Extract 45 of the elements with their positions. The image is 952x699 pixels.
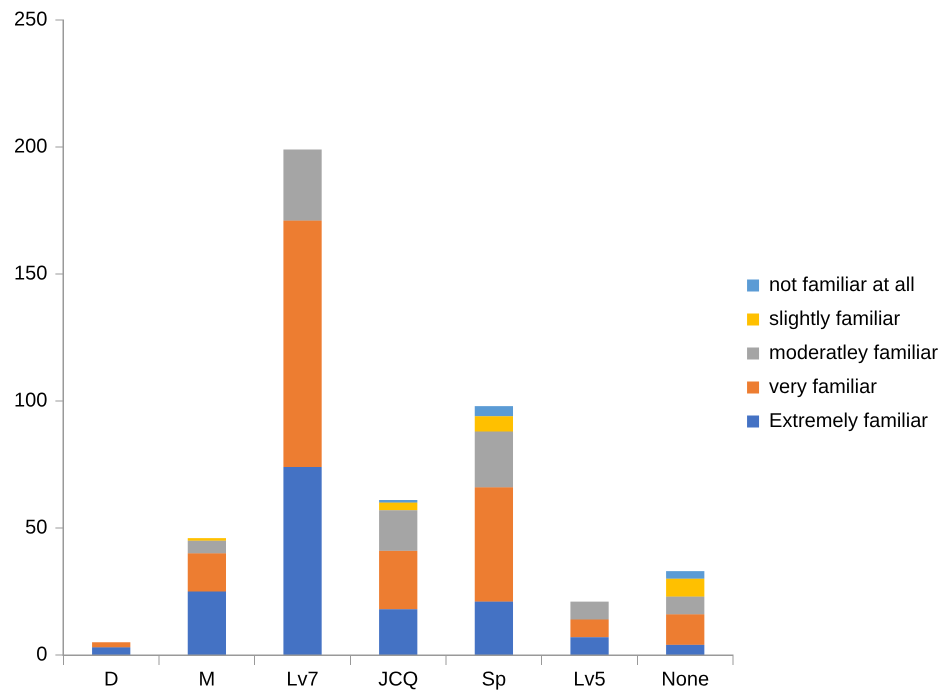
bar [666,578,704,597]
x-tick-label: D [104,668,118,691]
bar [188,592,226,654]
bar [379,502,418,510]
y-tick-label: 250 [14,8,48,31]
bar [570,637,609,654]
bar [283,150,322,221]
bar [666,596,704,614]
legend-label: Extremely familiar [769,410,928,432]
bar [92,647,130,654]
x-tick-label: Lv5 [573,668,606,691]
x-tick-label: JCQ [378,668,418,691]
x-tick-label: Sp [482,668,506,691]
bar [92,642,130,648]
y-tick-label: 200 [14,136,48,158]
bar [474,602,514,654]
y-tick-label: 100 [14,390,48,412]
bar [474,406,514,416]
bar [188,538,226,541]
bar [666,571,704,579]
y-tick-label: 150 [14,262,48,285]
bar [666,644,704,654]
bar [379,550,418,610]
bar [379,500,418,503]
y-tick-label: 50 [25,516,48,539]
bar [188,553,226,592]
bar [570,602,609,620]
bar [283,220,322,468]
bar [379,510,418,551]
bar [283,467,322,654]
legend-label: very familiar [769,376,878,398]
bar [474,431,514,488]
bar [188,540,226,554]
x-tick-label: M [198,668,216,691]
bar [474,487,514,602]
bar [570,619,609,638]
x-tick-label: Lv7 [286,668,319,691]
bar [379,609,418,654]
y-tick-label: 0 [36,644,48,666]
bar [666,614,704,645]
legend-label: moderatley familiar [769,342,938,364]
bar [474,416,514,432]
x-tick-label: None [661,668,710,691]
legend-label: not familiar at all [769,274,915,296]
legend-label: slightly familiar [769,308,901,330]
